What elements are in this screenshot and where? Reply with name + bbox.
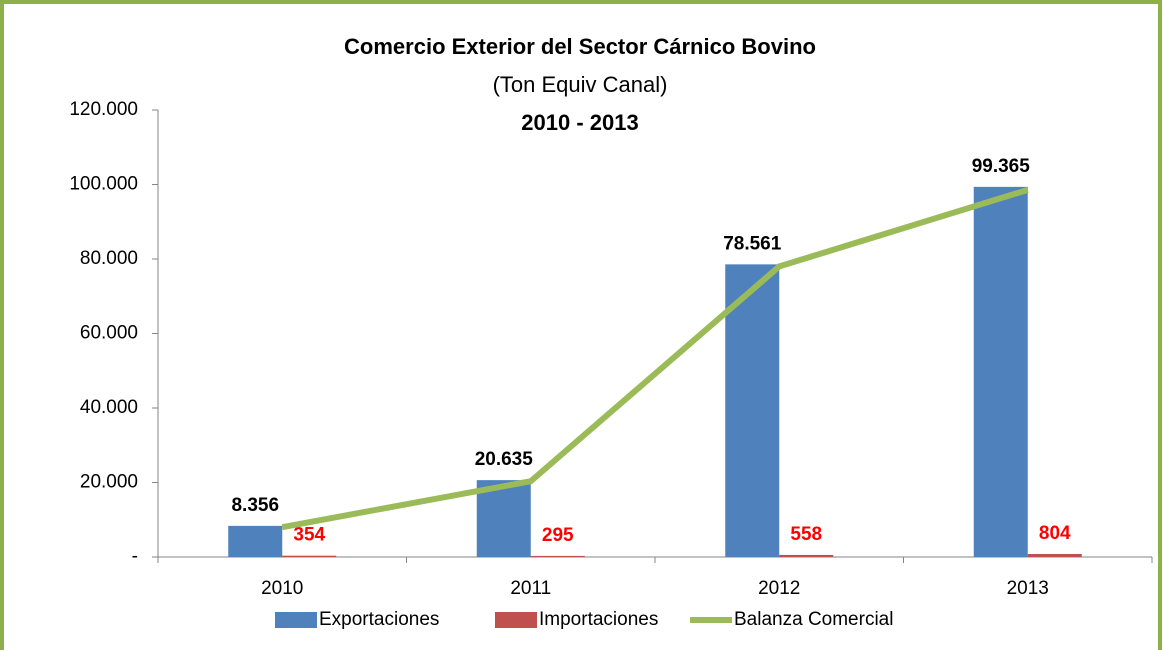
value-label: 804: [1039, 523, 1071, 544]
bar: [973, 186, 1028, 558]
value-label: 78.561: [723, 233, 782, 254]
x-tick-label: 2012: [758, 578, 800, 599]
value-label: 295: [542, 525, 574, 546]
value-label: 99.365: [972, 156, 1031, 177]
bar: [725, 264, 780, 557]
chart-subtitle: (Ton Equiv Canal): [493, 72, 668, 97]
y-tick-label: -: [132, 546, 138, 567]
y-tick-label: 60.000: [80, 323, 138, 344]
legend-swatch: [495, 612, 537, 628]
legend-label: Balanza Comercial: [734, 609, 893, 630]
x-tick-label: 2010: [261, 578, 303, 599]
bar: [1027, 554, 1082, 557]
legend-swatch: [275, 612, 317, 628]
y-tick-label: 80.000: [80, 248, 138, 269]
bar: [476, 480, 531, 557]
chart-period: 2010 - 2013: [521, 110, 638, 135]
y-tick-label: 100.000: [69, 174, 138, 195]
chart-title: Comercio Exterior del Sector Cárnico Bov…: [344, 34, 816, 59]
bar: [530, 555, 585, 557]
value-label: 20.635: [475, 449, 534, 470]
value-label: 558: [790, 524, 822, 545]
bar: [282, 555, 337, 557]
y-tick-label: 120.000: [69, 99, 138, 120]
legend-label: Exportaciones: [319, 609, 439, 630]
y-tick-label: 40.000: [80, 397, 138, 418]
bar: [228, 525, 283, 557]
y-tick-label: 20.000: [80, 472, 138, 493]
value-label: 8.356: [231, 495, 279, 516]
value-label: 354: [293, 525, 325, 546]
x-tick-label: 2013: [1007, 578, 1049, 599]
x-tick-label: 2011: [510, 578, 551, 599]
line: [281, 186, 1029, 531]
legend-label: Importaciones: [539, 609, 658, 630]
bar: [779, 554, 834, 557]
